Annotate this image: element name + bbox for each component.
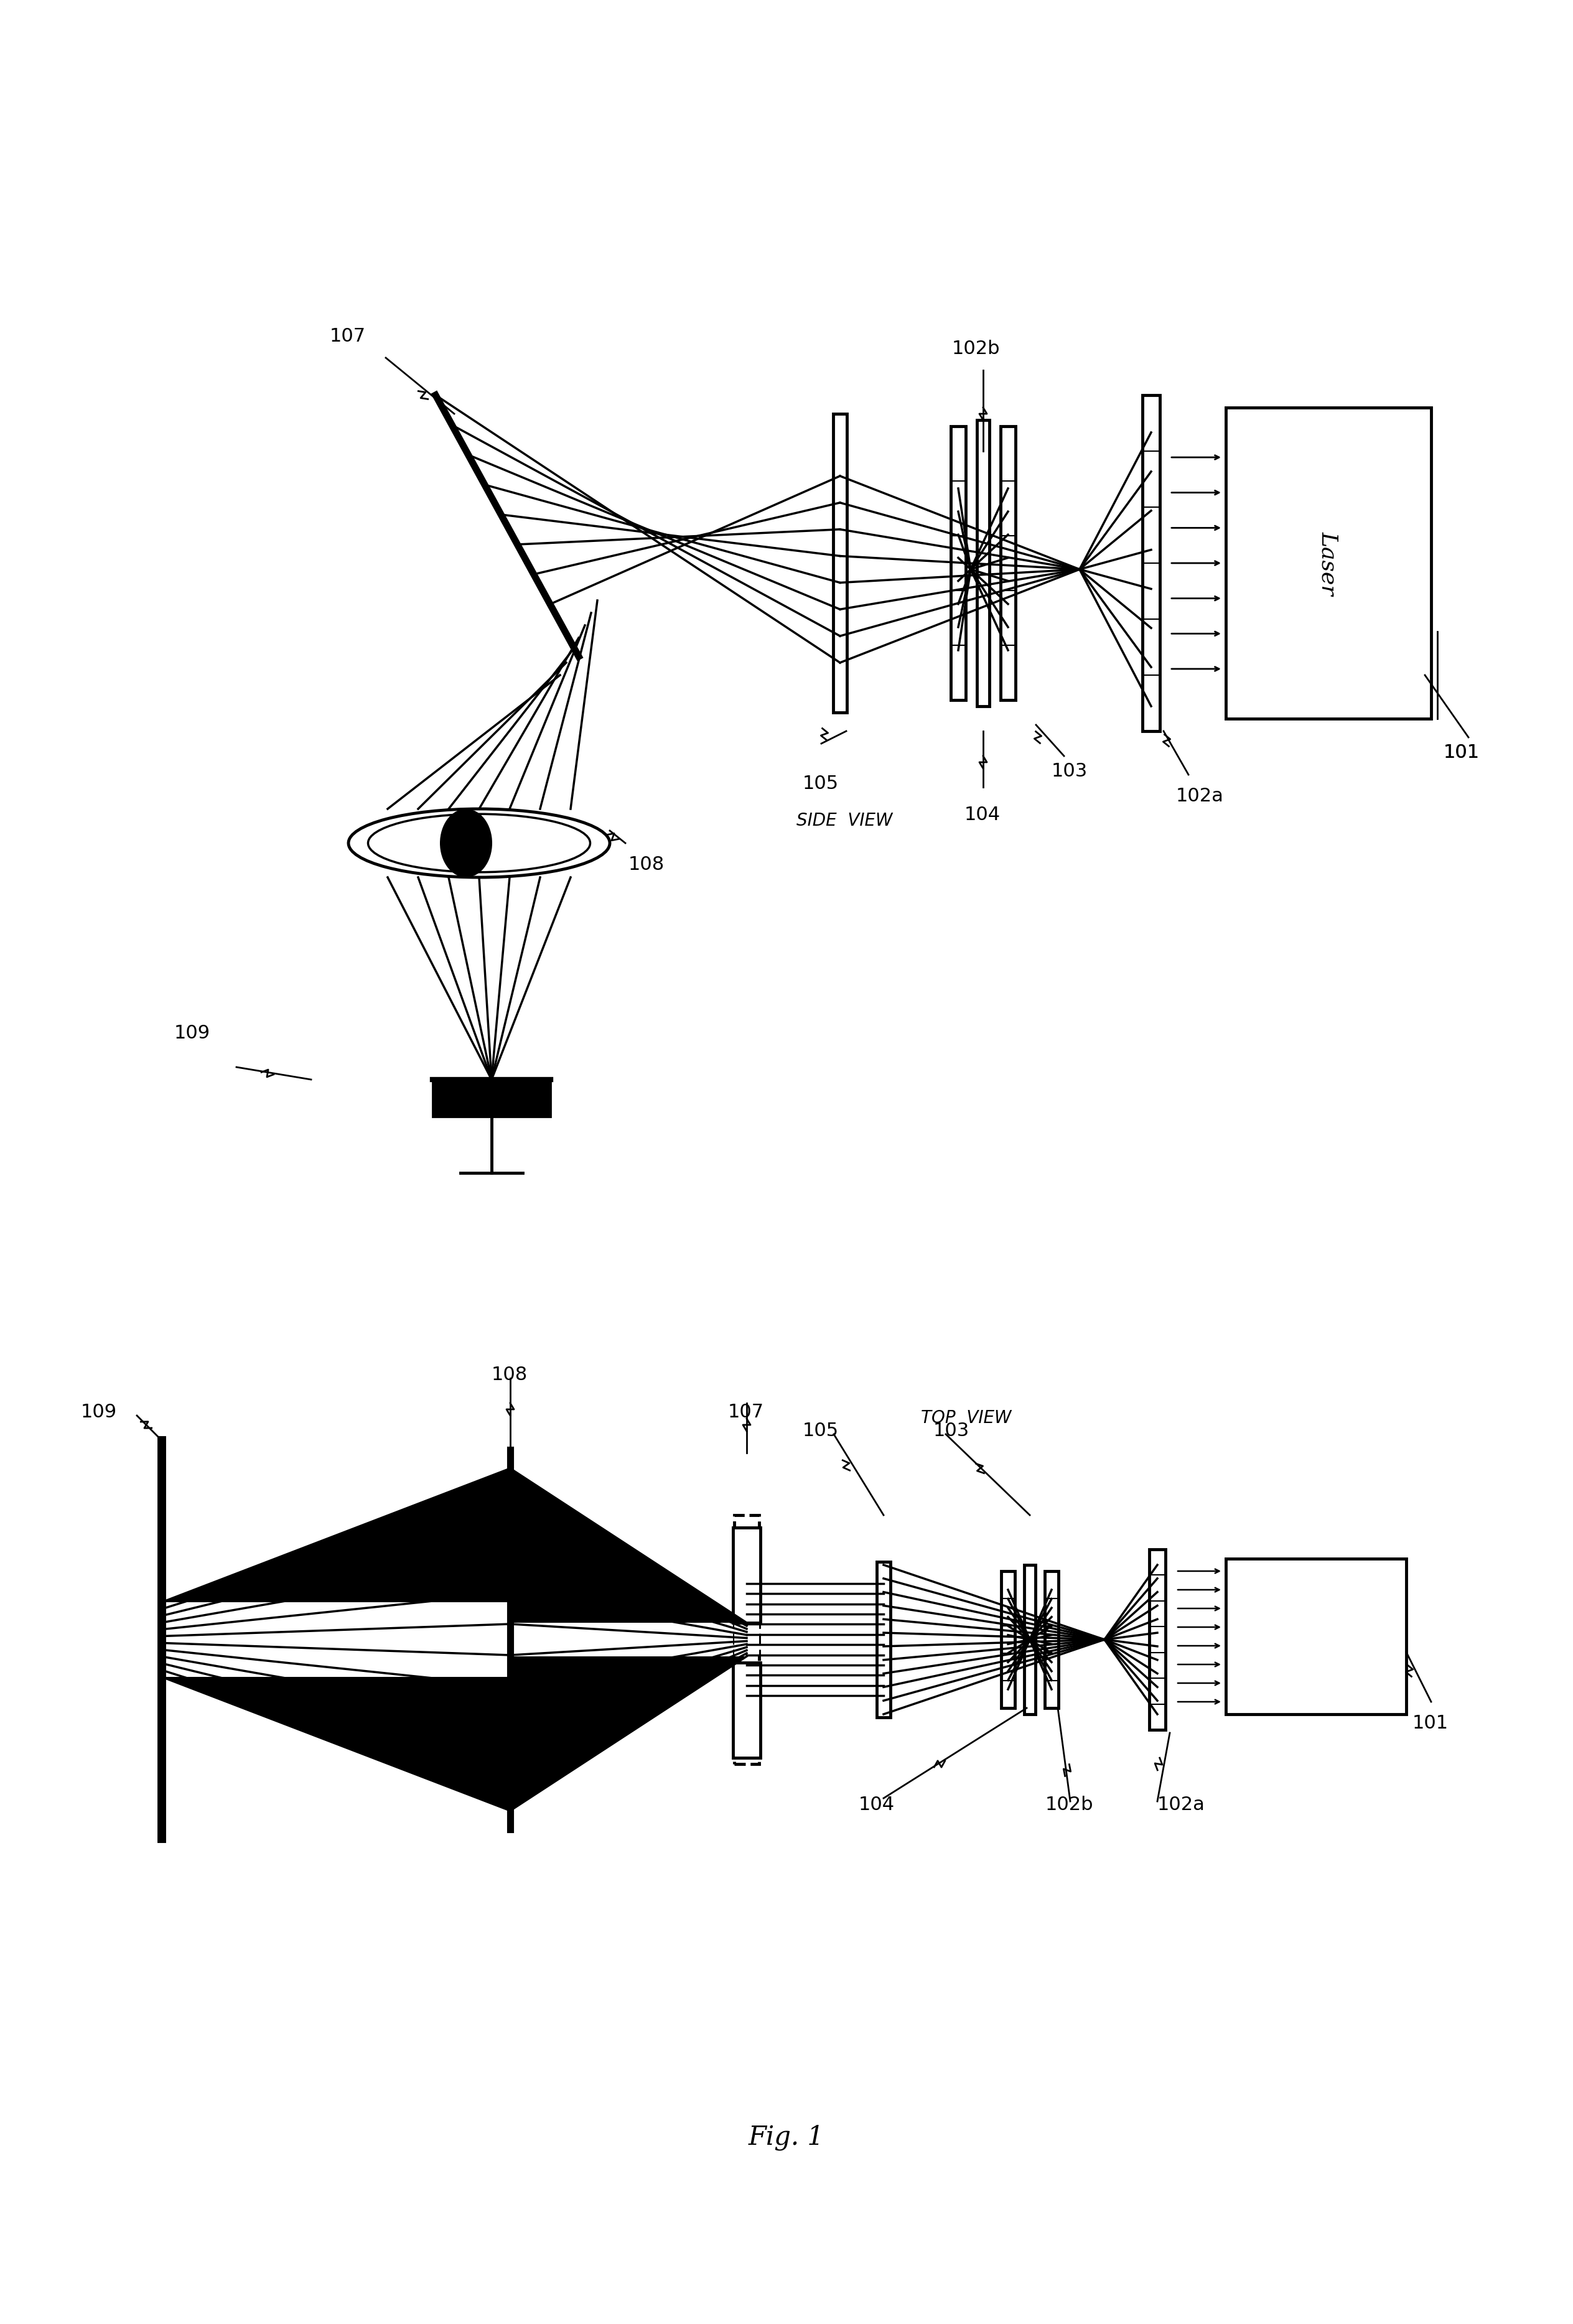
Ellipse shape [440,809,492,878]
Text: 102b: 102b [1046,1796,1093,1813]
Bar [1225,1559,1406,1715]
Bar [1024,1564,1035,1715]
Bar [1044,1571,1059,1708]
Text: 105: 105 [802,1422,838,1441]
Text: 103: 103 [1052,762,1089,781]
Bar [733,1662,760,1757]
Polygon shape [162,1678,510,1810]
Bar [950,425,966,700]
Polygon shape [510,1469,747,1622]
Text: 101: 101 [1413,1715,1449,1731]
Bar [1150,1550,1166,1729]
Text: 101: 101 [1444,744,1480,762]
Text: 109: 109 [80,1404,116,1422]
Text: 102b: 102b [952,339,1000,358]
Text: 107: 107 [330,328,367,346]
Bar [735,1515,760,1764]
Bar [735,1622,760,1657]
Bar [1000,1571,1015,1708]
Polygon shape [510,1657,747,1810]
Bar [1000,425,1016,700]
Bar [834,414,846,713]
Text: 104: 104 [964,806,1000,823]
Text: 102a: 102a [1158,1796,1205,1813]
Bar [977,421,989,706]
Bar [876,1562,890,1717]
Text: SIDE  VIEW: SIDE VIEW [796,811,892,830]
Text: 109: 109 [175,1025,211,1041]
Bar [733,1527,760,1622]
Bar [433,1081,551,1118]
Text: 102a: 102a [1177,788,1224,804]
Text: 105: 105 [802,774,838,792]
Bar [1142,395,1159,732]
Text: 108: 108 [629,855,665,874]
Bar [1225,407,1431,718]
Text: 104: 104 [859,1796,895,1813]
Text: 103: 103 [933,1422,969,1441]
Text: 107: 107 [728,1404,764,1422]
Text: TOP  VIEW: TOP VIEW [920,1408,1011,1427]
Text: Laser: Laser [1318,532,1339,595]
Text: 108: 108 [491,1367,529,1383]
Text: 101: 101 [1444,744,1480,762]
Polygon shape [162,1469,510,1601]
Ellipse shape [349,809,610,878]
Text: Fig. 1: Fig. 1 [749,2124,824,2150]
